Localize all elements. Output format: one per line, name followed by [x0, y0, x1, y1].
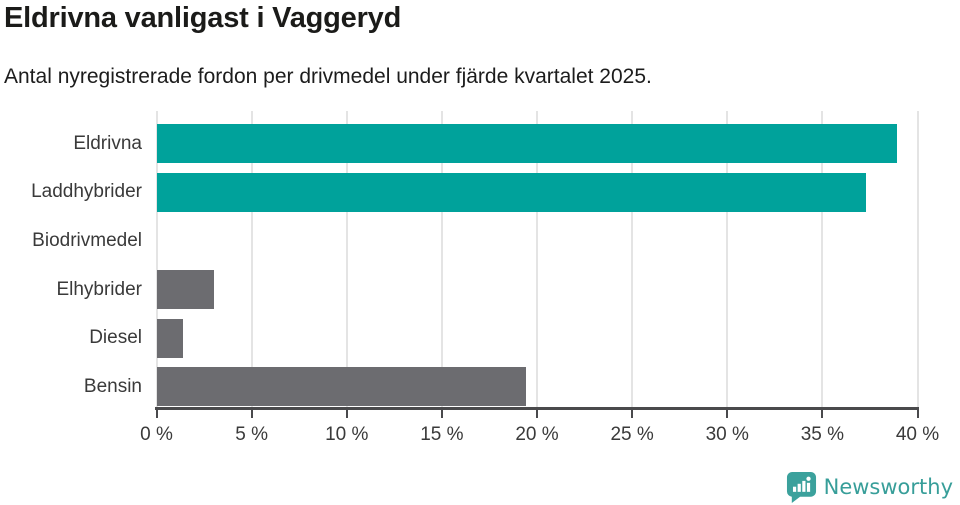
bar-rows: Eldrivna Laddhybrider Biodrivmedel Elhybrid… [0, 120, 960, 412]
axis-tick-label: 30 % [705, 423, 749, 445]
chart-row: Diesel [0, 314, 960, 363]
bar-chart: Eldrivna Laddhybrider Biodrivmedel Elhybrid… [0, 110, 960, 455]
category-label: Biodrivmedel [32, 229, 142, 251]
newsworthy-logo-text: Newsworthy [823, 475, 953, 499]
axis-tick-label: 10 % [325, 423, 369, 445]
bar-track [156, 270, 960, 310]
axis-tick-label: 25 % [610, 423, 654, 445]
chart-row: Laddhybrider [0, 168, 960, 217]
axis-tick-label: 35 % [800, 423, 845, 445]
axis-tick [536, 410, 538, 418]
chart-row: Bensin [0, 362, 960, 411]
bar-bensin [156, 367, 526, 407]
bar-elhybrider [156, 270, 214, 310]
gridline [155, 110, 158, 411]
chart-title: Eldrivna vanligast i Vaggeryd [4, 2, 402, 34]
bar-track [156, 172, 960, 212]
axis-tick-label: 15 % [420, 423, 464, 445]
category-label: Laddhybrider [31, 181, 142, 203]
axis-tick [345, 410, 348, 418]
gridline [821, 110, 824, 411]
newsworthy-logo-icon [786, 471, 816, 503]
axis-tick [155, 410, 158, 418]
bar-diesel [156, 318, 184, 358]
category-label: Eldrivna [73, 132, 142, 154]
chart-row: Elhybrider [0, 265, 960, 314]
axis-tick [916, 410, 919, 418]
newsworthy-logo[interactable]: Newsworthy [786, 471, 953, 503]
category-label: Elhybrider [56, 278, 142, 300]
plot-area [155, 110, 919, 411]
category-label: Diesel [89, 327, 142, 349]
axis-tick-label: 20 % [515, 423, 559, 445]
axis-tick [631, 410, 634, 418]
bar-track [157, 221, 960, 260]
gridline [345, 110, 348, 411]
axis-tick [440, 410, 443, 418]
bar-track [156, 318, 960, 358]
bar-track [156, 124, 960, 164]
gridline [536, 110, 538, 411]
gridline [440, 110, 443, 411]
axis-tick-label: 0 % [140, 423, 173, 445]
gridline [726, 110, 729, 411]
chart-row: Biodrivmedel [0, 217, 960, 266]
axis-tick-label: 5 % [235, 423, 268, 445]
category-label: Bensin [83, 375, 142, 397]
gridline [250, 110, 253, 411]
chart-subtitle: Antal nyregistrerade fordon per drivmede… [4, 65, 652, 88]
x-axis-line [155, 407, 919, 410]
bar-track [156, 367, 960, 407]
axis-tick [250, 410, 253, 418]
axis-tick [821, 410, 824, 418]
chart-row: Eldrivna [0, 120, 960, 169]
axis-tick [726, 410, 729, 418]
bar-laddhybrider [156, 172, 867, 212]
gridline [631, 110, 634, 411]
axis-tick-label: 40 % [895, 423, 940, 445]
bar-eldrivna [156, 124, 897, 164]
gridline [916, 110, 919, 411]
